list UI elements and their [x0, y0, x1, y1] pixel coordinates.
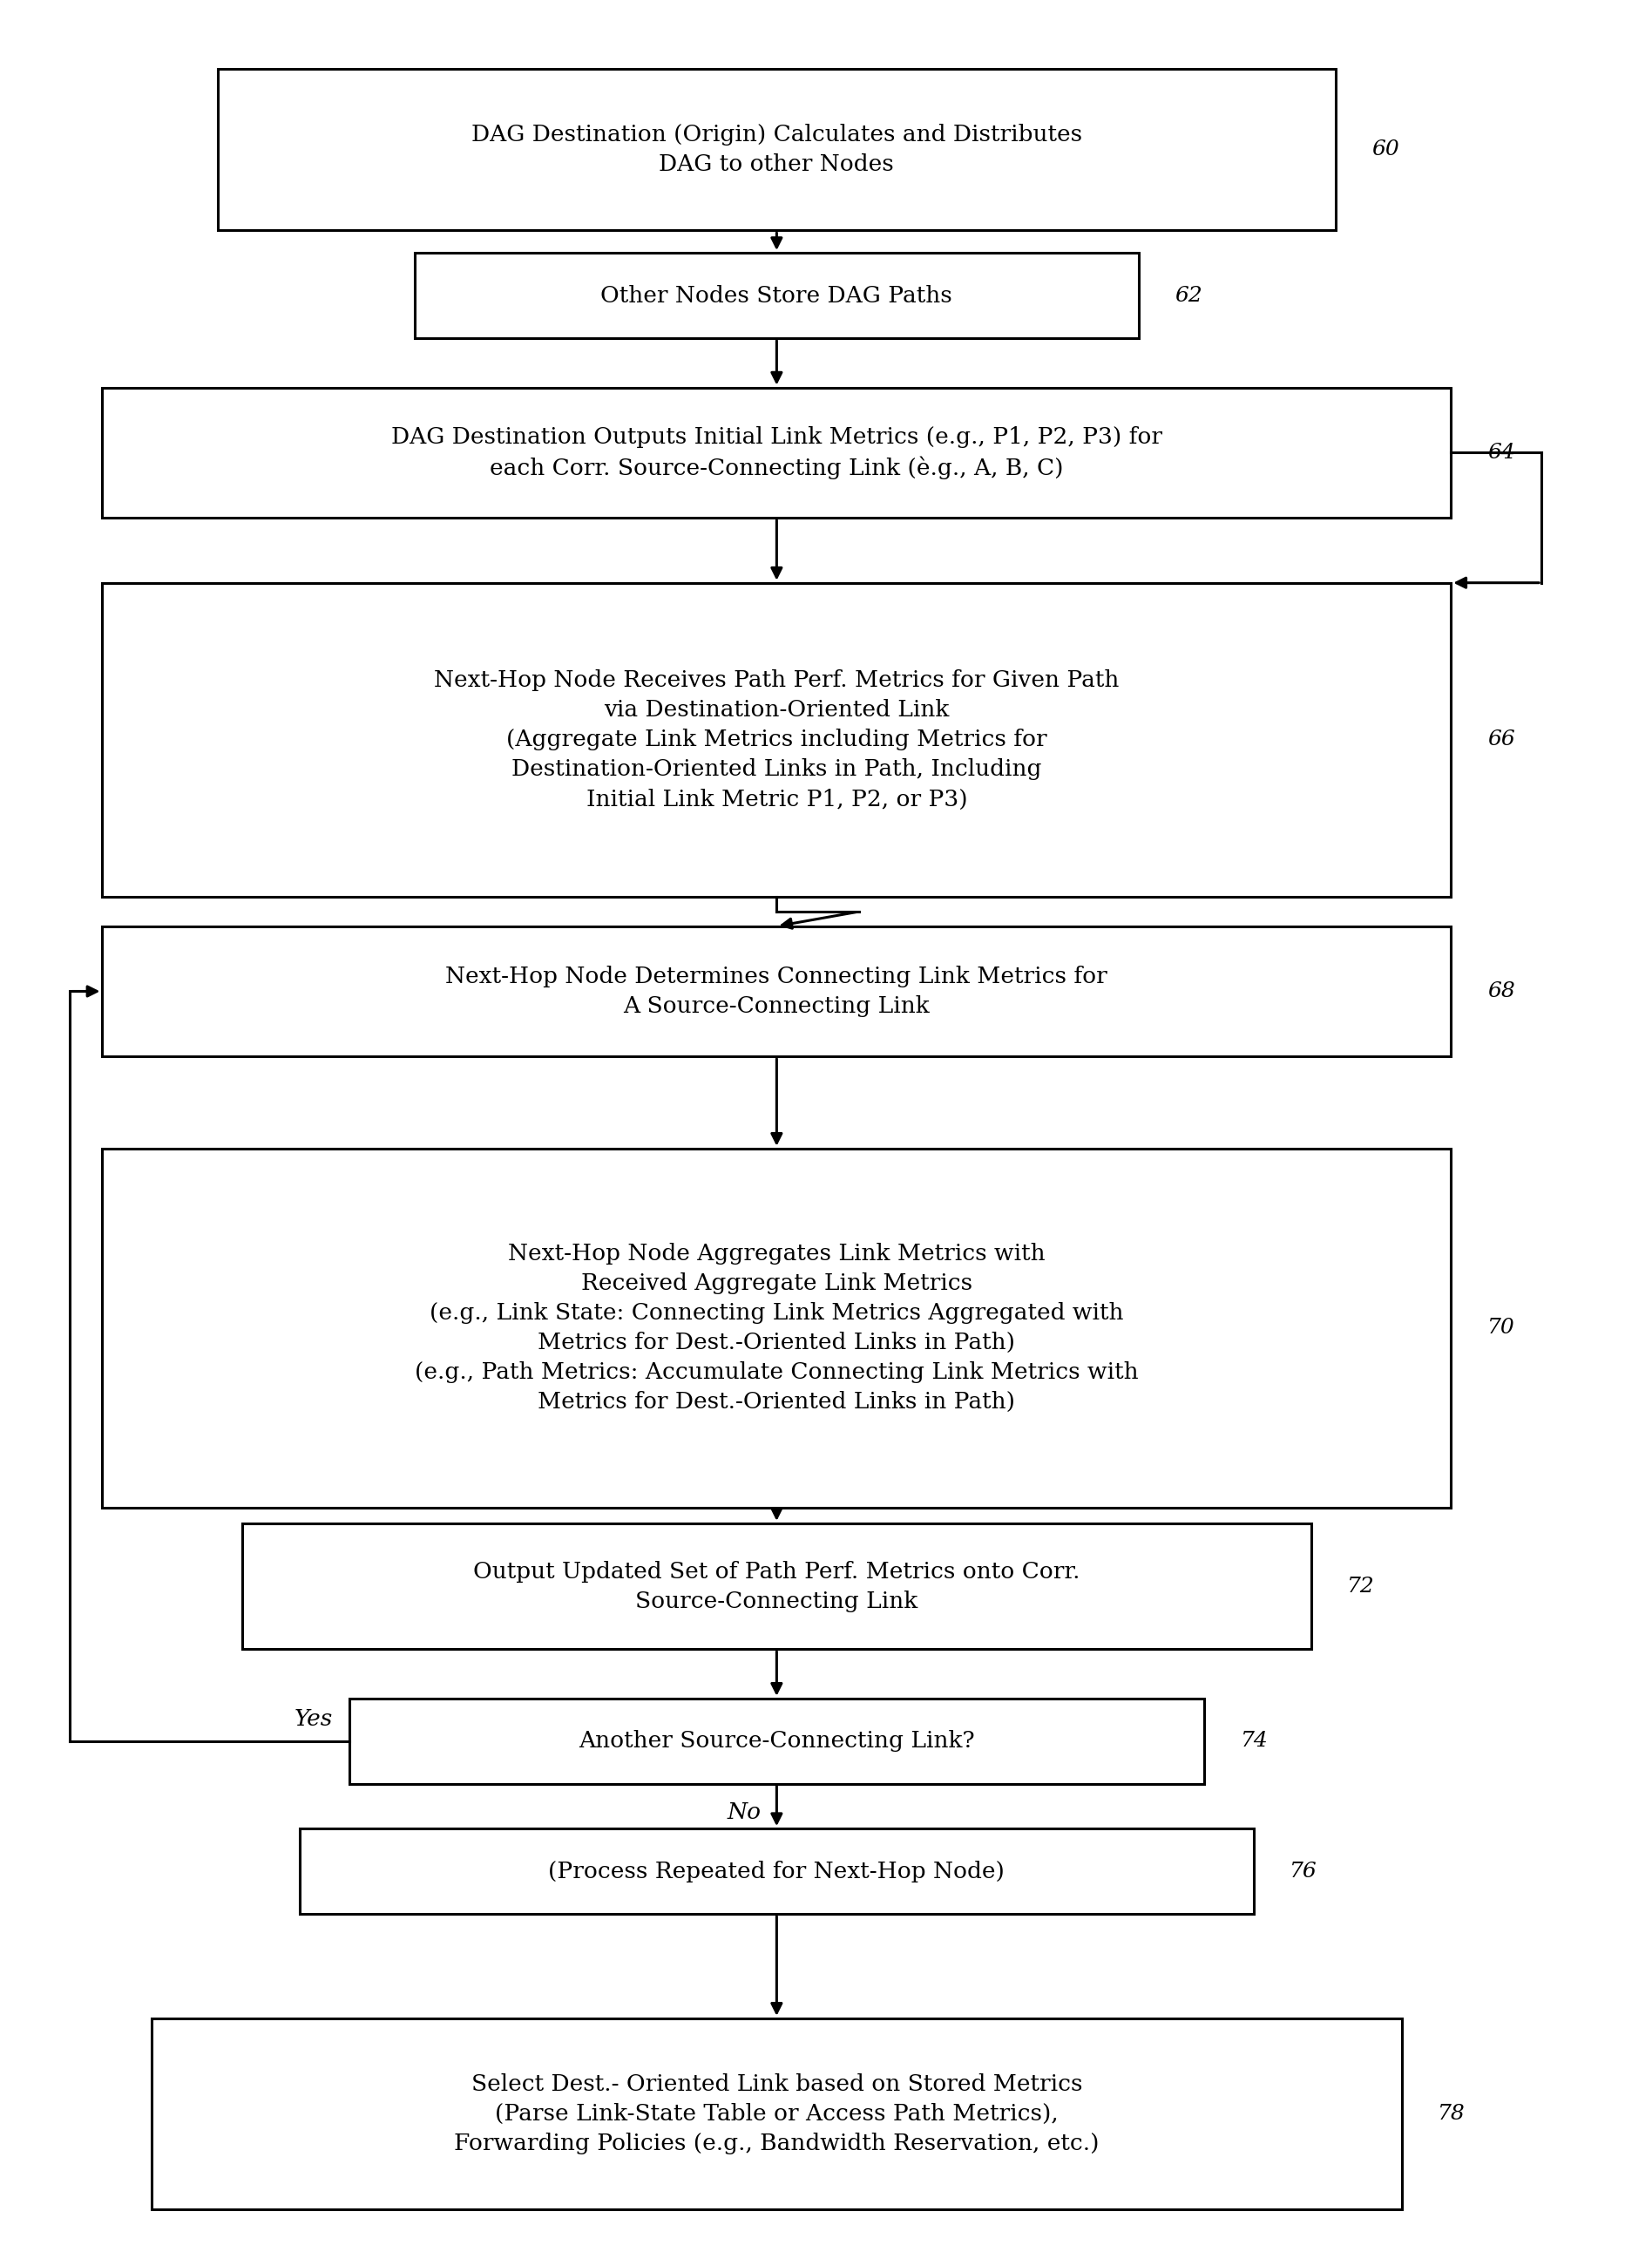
FancyBboxPatch shape: [102, 926, 1450, 1056]
FancyBboxPatch shape: [349, 1698, 1204, 1784]
FancyBboxPatch shape: [152, 2018, 1401, 2209]
Text: 68: 68: [1487, 982, 1515, 1002]
FancyBboxPatch shape: [299, 1829, 1254, 1914]
Text: Other Nodes Store DAG Paths: Other Nodes Store DAG Paths: [601, 284, 953, 306]
Text: Next-Hop Node Aggregates Link Metrics with
Received Aggregate Link Metrics
(e.g.: Next-Hop Node Aggregates Link Metrics wi…: [415, 1243, 1138, 1412]
FancyBboxPatch shape: [415, 252, 1138, 338]
Text: 76: 76: [1290, 1860, 1318, 1880]
Text: 60: 60: [1373, 140, 1399, 160]
Text: (Process Repeated for Next-Hop Node): (Process Repeated for Next-Hop Node): [548, 1860, 1004, 1883]
FancyBboxPatch shape: [243, 1522, 1312, 1648]
Text: Select Dest.- Oriented Link based on Stored Metrics
(Parse Link-State Table or A: Select Dest.- Oriented Link based on Sto…: [454, 2074, 1099, 2155]
FancyBboxPatch shape: [102, 387, 1450, 518]
FancyBboxPatch shape: [102, 1149, 1450, 1507]
Text: DAG Destination (Origin) Calculates and Distributes
DAG to other Nodes: DAG Destination (Origin) Calculates and …: [471, 124, 1082, 176]
Text: 78: 78: [1437, 2103, 1465, 2124]
Text: No: No: [727, 1802, 762, 1824]
Text: DAG Destination Outputs Initial Link Metrics (e.g., P1, P2, P3) for
each Corr. S: DAG Destination Outputs Initial Link Met…: [392, 426, 1163, 480]
Text: Output Updated Set of Path Perf. Metrics onto Corr.
Source-Connecting Link: Output Updated Set of Path Perf. Metrics…: [472, 1561, 1080, 1612]
Text: 64: 64: [1487, 444, 1515, 462]
Text: 66: 66: [1487, 730, 1515, 750]
Text: 74: 74: [1241, 1732, 1269, 1752]
Text: Next-Hop Node Determines Connecting Link Metrics for
A Source-Connecting Link: Next-Hop Node Determines Connecting Link…: [446, 966, 1107, 1018]
Text: Yes: Yes: [294, 1707, 332, 1730]
Text: 72: 72: [1348, 1576, 1374, 1597]
Text: 70: 70: [1487, 1317, 1515, 1338]
FancyBboxPatch shape: [218, 70, 1336, 230]
Text: 62: 62: [1175, 286, 1203, 306]
FancyBboxPatch shape: [102, 583, 1450, 896]
Text: Another Source-Connecting Link?: Another Source-Connecting Link?: [578, 1730, 975, 1752]
Text: Next-Hop Node Receives Path Perf. Metrics for Given Path
via Destination-Oriente: Next-Hop Node Receives Path Perf. Metric…: [434, 669, 1120, 811]
